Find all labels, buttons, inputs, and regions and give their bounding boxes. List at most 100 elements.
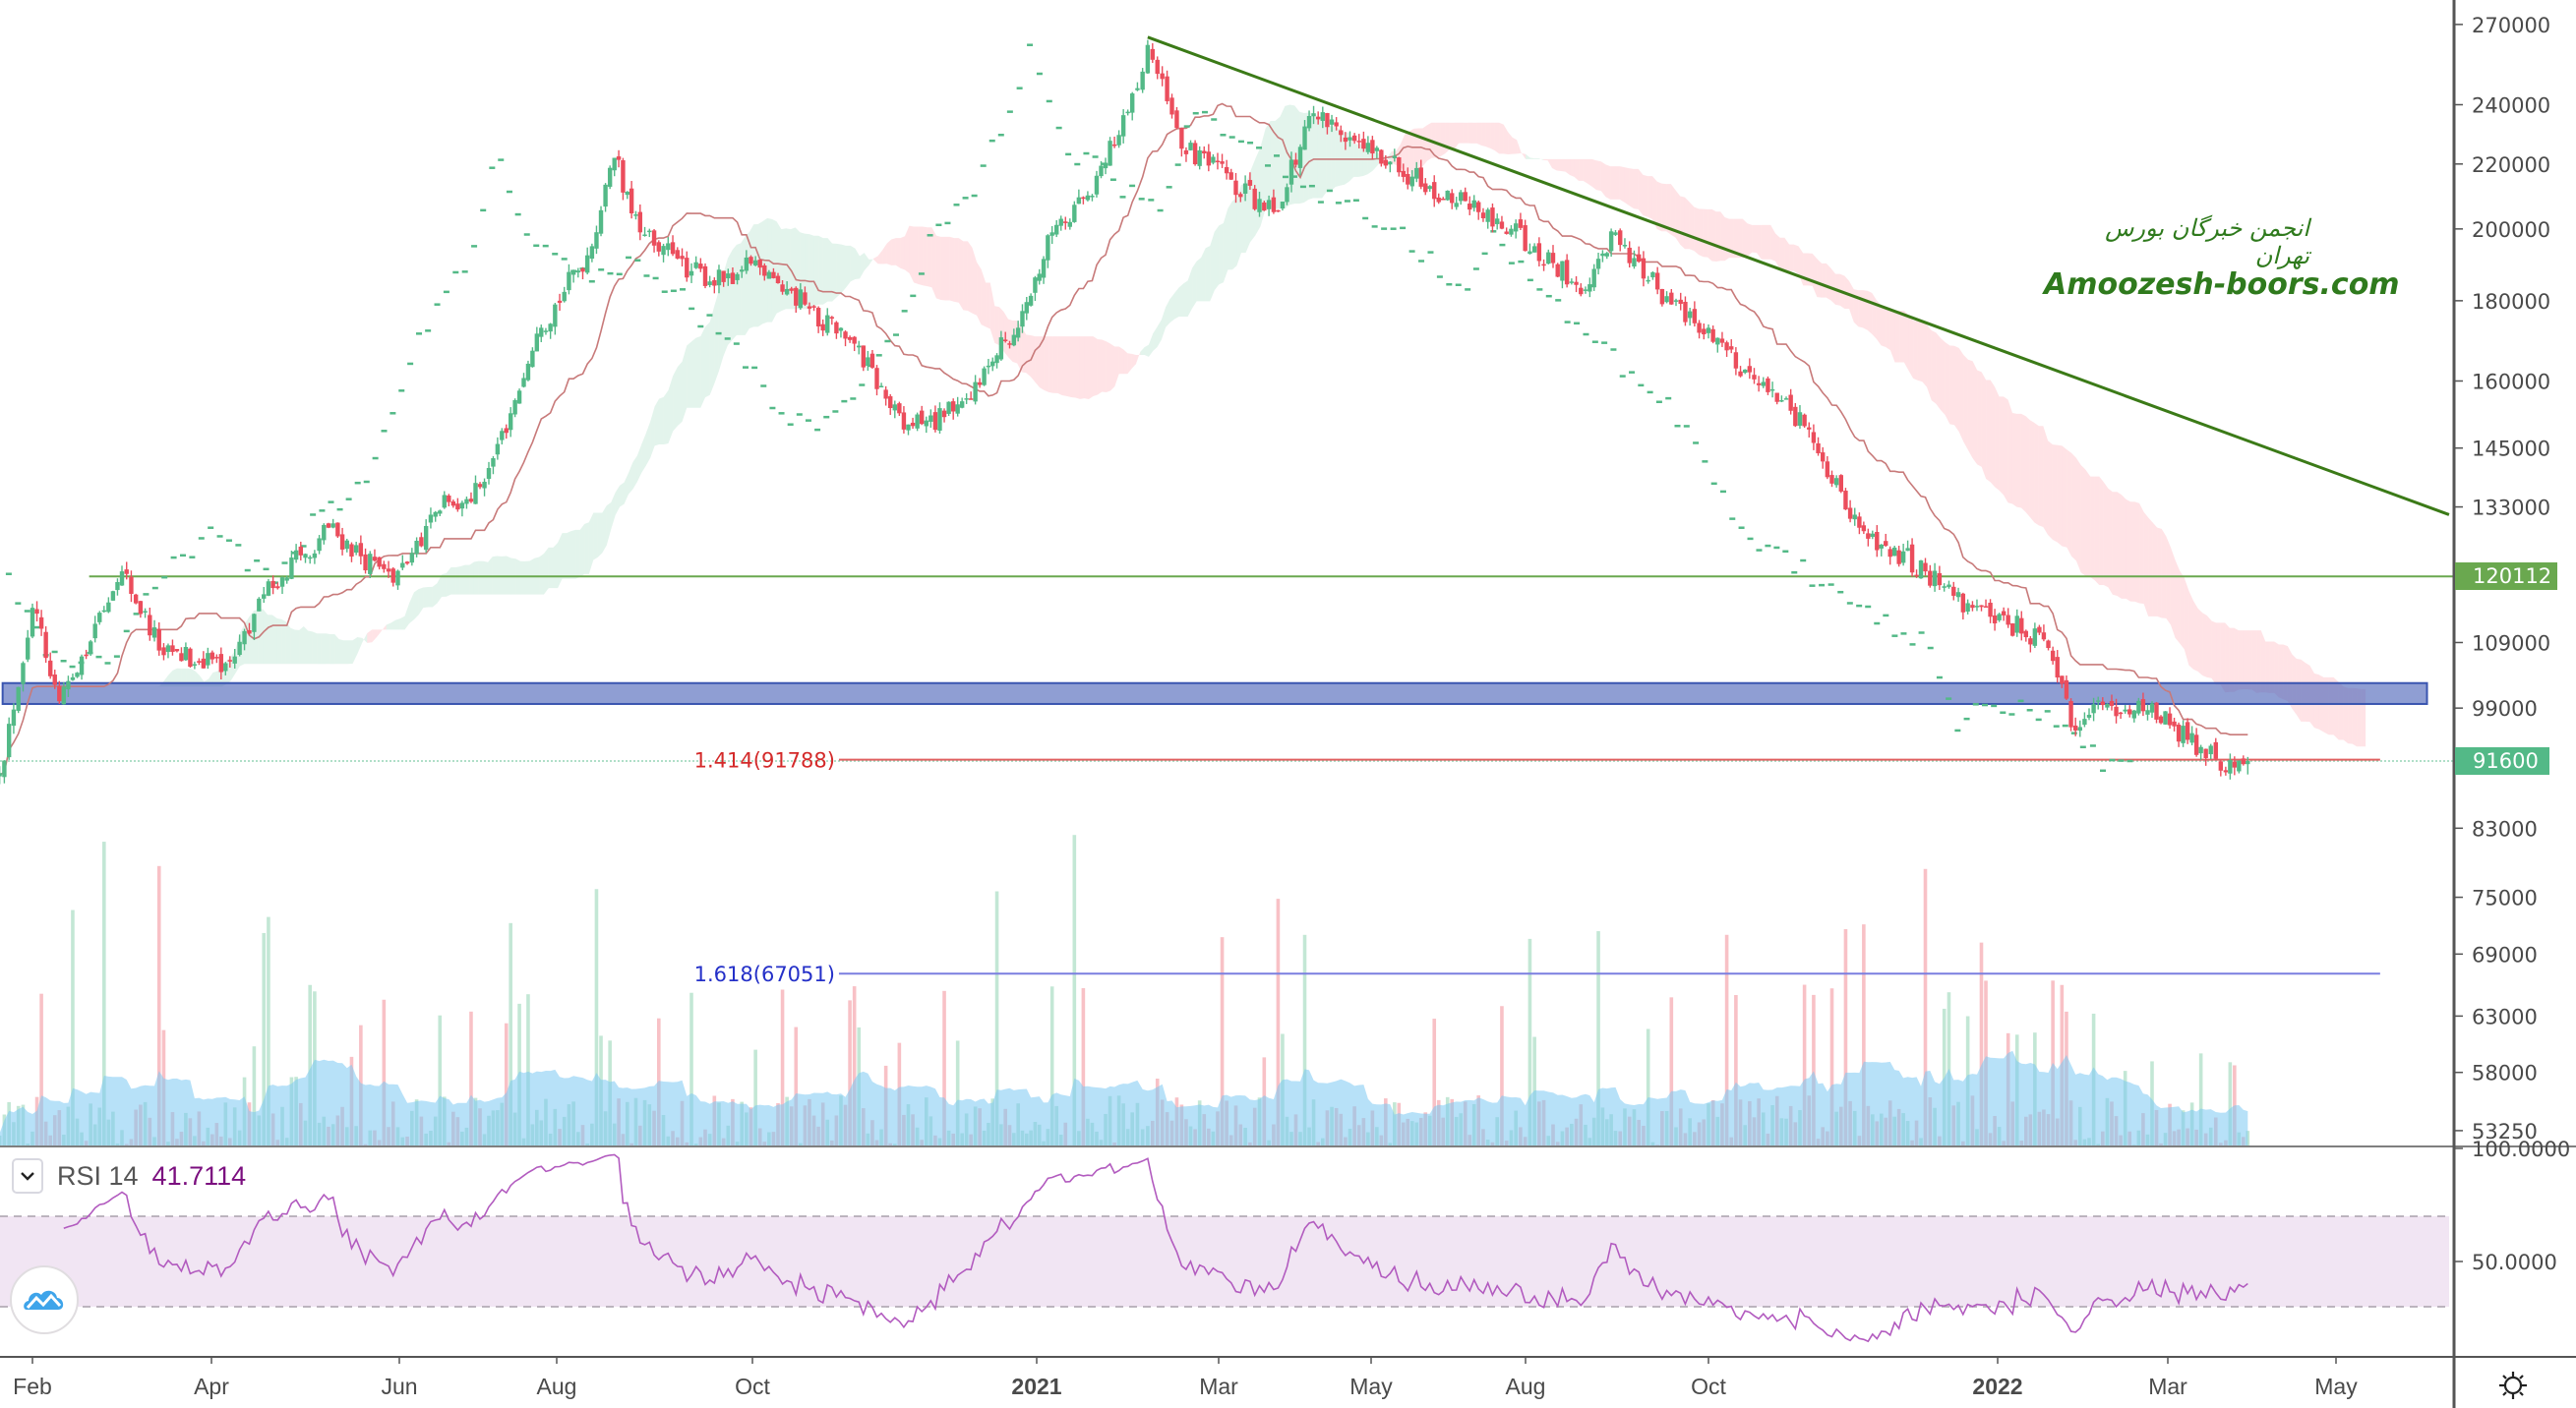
candle-body — [1715, 337, 1720, 345]
volume-bar — [2198, 1053, 2203, 1145]
ichimoku-cloud-segment — [1624, 167, 1630, 206]
candle-body — [1988, 603, 1993, 617]
ichimoku-cloud-segment — [303, 626, 309, 665]
candle-body — [1215, 160, 1221, 162]
candle-body — [1632, 258, 1637, 267]
ichimoku-cloud-segment — [1881, 305, 1887, 348]
ichimoku-cloud-segment — [645, 421, 651, 466]
candle-body — [580, 268, 585, 272]
ichimoku-cloud-segment — [1476, 122, 1482, 146]
ichimoku-cloud-segment — [1454, 122, 1460, 149]
ichimoku-cloud-segment — [1570, 158, 1575, 177]
ichimoku-cloud-segment — [2103, 482, 2109, 588]
candle-body — [820, 323, 825, 331]
candle-body — [1293, 159, 1298, 165]
ichimoku-cloud-segment — [1963, 354, 1968, 450]
ichimoku-cloud-segment — [395, 618, 400, 630]
ichimoku-cloud-segment — [1035, 336, 1041, 388]
ichimoku-cloud-segment — [423, 586, 429, 609]
candle-body — [1406, 173, 1410, 185]
ichimoku-cloud-segment — [813, 235, 819, 307]
ichimoku-cloud-segment — [654, 398, 660, 446]
candle-body — [2198, 746, 2203, 754]
candle-body — [252, 614, 257, 632]
candle-body — [1351, 135, 1357, 142]
ichimoku-cloud-segment — [1405, 131, 1409, 174]
candle-body — [1541, 264, 1546, 266]
candle-body — [275, 586, 280, 589]
candle-body — [857, 345, 862, 348]
ichimoku-cloud-segment — [367, 629, 373, 643]
ichimoku-cloud-segment — [1400, 134, 1406, 174]
ichimoku-cloud-segment — [1547, 158, 1553, 168]
candle-body — [382, 563, 387, 569]
volume-bar — [1734, 995, 1738, 1145]
ichimoku-cloud-segment — [570, 529, 576, 579]
candle-body — [1783, 398, 1789, 400]
rsi-toggle-button[interactable] — [12, 1158, 43, 1194]
candle-body — [1288, 159, 1294, 185]
candle-body — [1870, 533, 1876, 537]
candle-body — [929, 415, 933, 422]
volume-bar — [1500, 1006, 1504, 1145]
ichimoku-cloud-segment — [473, 560, 479, 595]
ichimoku-cloud-segment — [1236, 185, 1241, 266]
candle-body — [567, 271, 571, 291]
candle-body — [1271, 197, 1277, 212]
candle-body — [2068, 700, 2073, 728]
candle-body — [543, 330, 549, 332]
candle-body — [698, 264, 703, 269]
ichimoku-cloud-segment — [2234, 627, 2239, 692]
candle-body — [721, 270, 726, 282]
ichimoku-cloud-segment — [2043, 426, 2049, 535]
ichimoku-cloud-segment — [611, 492, 616, 530]
ichimoku-cloud-segment — [497, 556, 503, 595]
candle-body — [1450, 193, 1455, 204]
trend-line[interactable] — [1147, 35, 2450, 516]
candle-body — [1738, 371, 1743, 377]
candle-body — [495, 443, 501, 455]
ichimoku-cloud-segment — [827, 238, 833, 302]
ichimoku-cloud-segment — [629, 461, 633, 495]
ichimoku-cloud-segment — [822, 238, 828, 305]
ichimoku-cloud-segment — [1408, 128, 1414, 178]
ichimoku-cloud-segment — [745, 231, 749, 335]
ichimoku-cloud-segment — [1148, 333, 1154, 357]
candle-body — [994, 355, 999, 364]
volume-bar — [2228, 1062, 2233, 1145]
candle-body — [1733, 352, 1739, 369]
ichimoku-cloud-segment — [386, 622, 391, 630]
candle-body — [1569, 281, 1575, 283]
price-tick-label: 75000 — [2472, 887, 2538, 910]
candle-body — [740, 269, 745, 272]
candle-body — [70, 676, 76, 680]
ichimoku-cloud-segment — [1742, 218, 1748, 259]
candle-body — [1774, 392, 1779, 402]
candle-body — [789, 288, 794, 291]
candle-body — [1311, 113, 1316, 117]
candle-body — [1678, 299, 1683, 305]
ichimoku-cloud-segment — [326, 633, 330, 665]
ichimoku-cloud-segment — [1061, 336, 1067, 396]
gear-icon[interactable] — [2496, 1369, 2530, 1402]
ichimoku-cloud-segment — [543, 547, 549, 595]
ichimoku-cloud-segment — [1670, 184, 1676, 238]
tradingview-logo[interactable] — [10, 1265, 79, 1334]
ichimoku-cloud-segment — [1917, 321, 1923, 382]
candle-body — [749, 257, 753, 264]
ichimoku-cloud-segment — [432, 583, 438, 608]
volume-bar — [1829, 988, 1834, 1145]
ichimoku-cloud-segment — [450, 566, 456, 595]
ichimoku-cloud-segment — [1689, 202, 1695, 252]
support-zone-layer[interactable] — [1, 681, 2428, 705]
volume-bar — [1528, 938, 1532, 1145]
ichimoku-cloud-segment — [1605, 164, 1611, 200]
candle-body — [1356, 141, 1361, 143]
ichimoku-cloud-segment — [428, 586, 433, 608]
ichimoku-cloud-segment — [1471, 122, 1477, 144]
candle-body — [1015, 327, 1021, 338]
support-zone-rectangle[interactable] — [1, 681, 2428, 705]
volume-bar — [1802, 984, 1807, 1145]
candle-body — [1588, 284, 1592, 292]
